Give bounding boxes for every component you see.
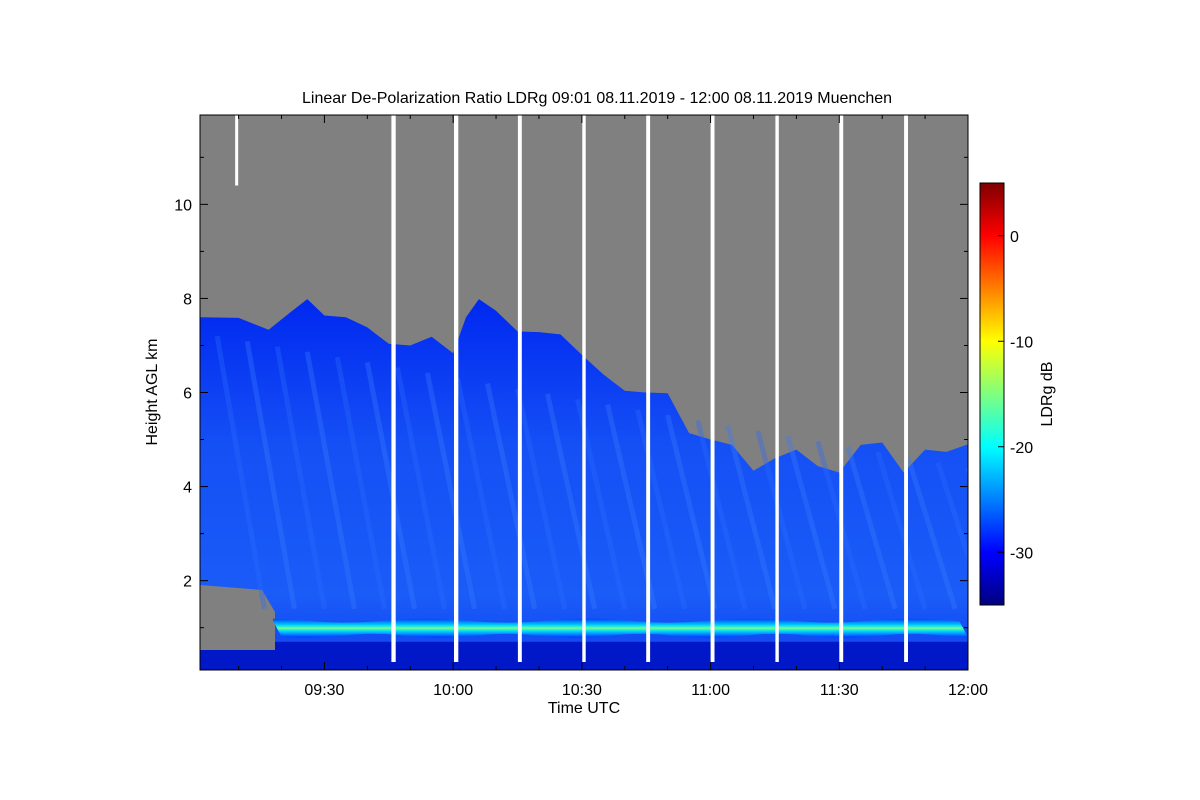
fall-streak [424, 372, 478, 610]
y-axis-label: Height AGL km [144, 338, 161, 445]
data-gap [904, 115, 908, 662]
fall-streak [244, 340, 297, 610]
colorbar [979, 182, 1005, 606]
aerosol-layer [272, 618, 968, 638]
fall-streak [545, 393, 598, 610]
fall-streak [875, 451, 928, 610]
data-gaps [235, 115, 908, 662]
y-tick-label: 8 [183, 291, 192, 308]
fall-streak [334, 356, 387, 610]
colorbar-tick-label: -10 [1010, 334, 1033, 351]
x-axis-label: Time UTC [548, 700, 620, 717]
data-gap [775, 115, 779, 662]
y-tick-label: 6 [183, 386, 192, 403]
data-gap [646, 115, 651, 662]
fall-streak [304, 351, 357, 610]
fall-streak [394, 367, 448, 610]
y-tick-label: 2 [183, 574, 192, 591]
x-tick-label: 12:00 [948, 682, 988, 699]
x-tick-label: 10:30 [562, 682, 602, 699]
fall-streak [454, 377, 508, 610]
colorbar-axis: 0 -10 -20 -30 [998, 229, 1033, 562]
fall-streak [905, 456, 958, 610]
fall-streak [935, 461, 968, 564]
colorbar-tick-label: 0 [1010, 229, 1019, 246]
fall-streak [665, 414, 718, 610]
chart-title: Linear De-Polarization Ratio LDRg 09:01 … [302, 90, 892, 107]
data-gap [517, 115, 522, 662]
data-gap [454, 115, 459, 662]
data-gap [235, 115, 239, 186]
fall-streak [364, 361, 417, 610]
low-no-signal-patch [200, 585, 275, 650]
x-tick-label: 09:30 [304, 682, 344, 699]
fall-streak [785, 435, 838, 610]
data-gap [710, 115, 715, 662]
data-gap [582, 115, 586, 662]
fall-streak [695, 419, 748, 610]
y-axis: 2 4 6 8 10 [174, 156, 968, 629]
data-gap [839, 115, 844, 662]
fall-streak [845, 445, 898, 610]
colorbar-tick-label: -30 [1010, 545, 1033, 562]
fall-streak [755, 430, 808, 610]
fall-streak [485, 382, 538, 610]
fall-streak [635, 409, 688, 610]
fall-streak [515, 388, 568, 610]
colorbar-label: LDRg dB [1039, 362, 1056, 427]
colorbar-tick-label: -20 [1010, 440, 1033, 457]
y-tick-label: 10 [174, 197, 192, 214]
x-axis: 09:30 10:00 10:30 11:00 11:30 12:00 [238, 115, 988, 699]
x-tick-label: 11:30 [820, 682, 859, 699]
data-gap [391, 115, 396, 662]
fall-streak [725, 424, 778, 610]
fall-streak [274, 346, 327, 610]
x-tick-label: 11:00 [691, 682, 730, 699]
aerosol-layer-band [272, 618, 968, 638]
y-tick-label: 4 [183, 480, 192, 497]
plot-area [200, 115, 968, 670]
x-tick-label: 10:00 [433, 682, 473, 699]
fall-streak [214, 335, 267, 610]
